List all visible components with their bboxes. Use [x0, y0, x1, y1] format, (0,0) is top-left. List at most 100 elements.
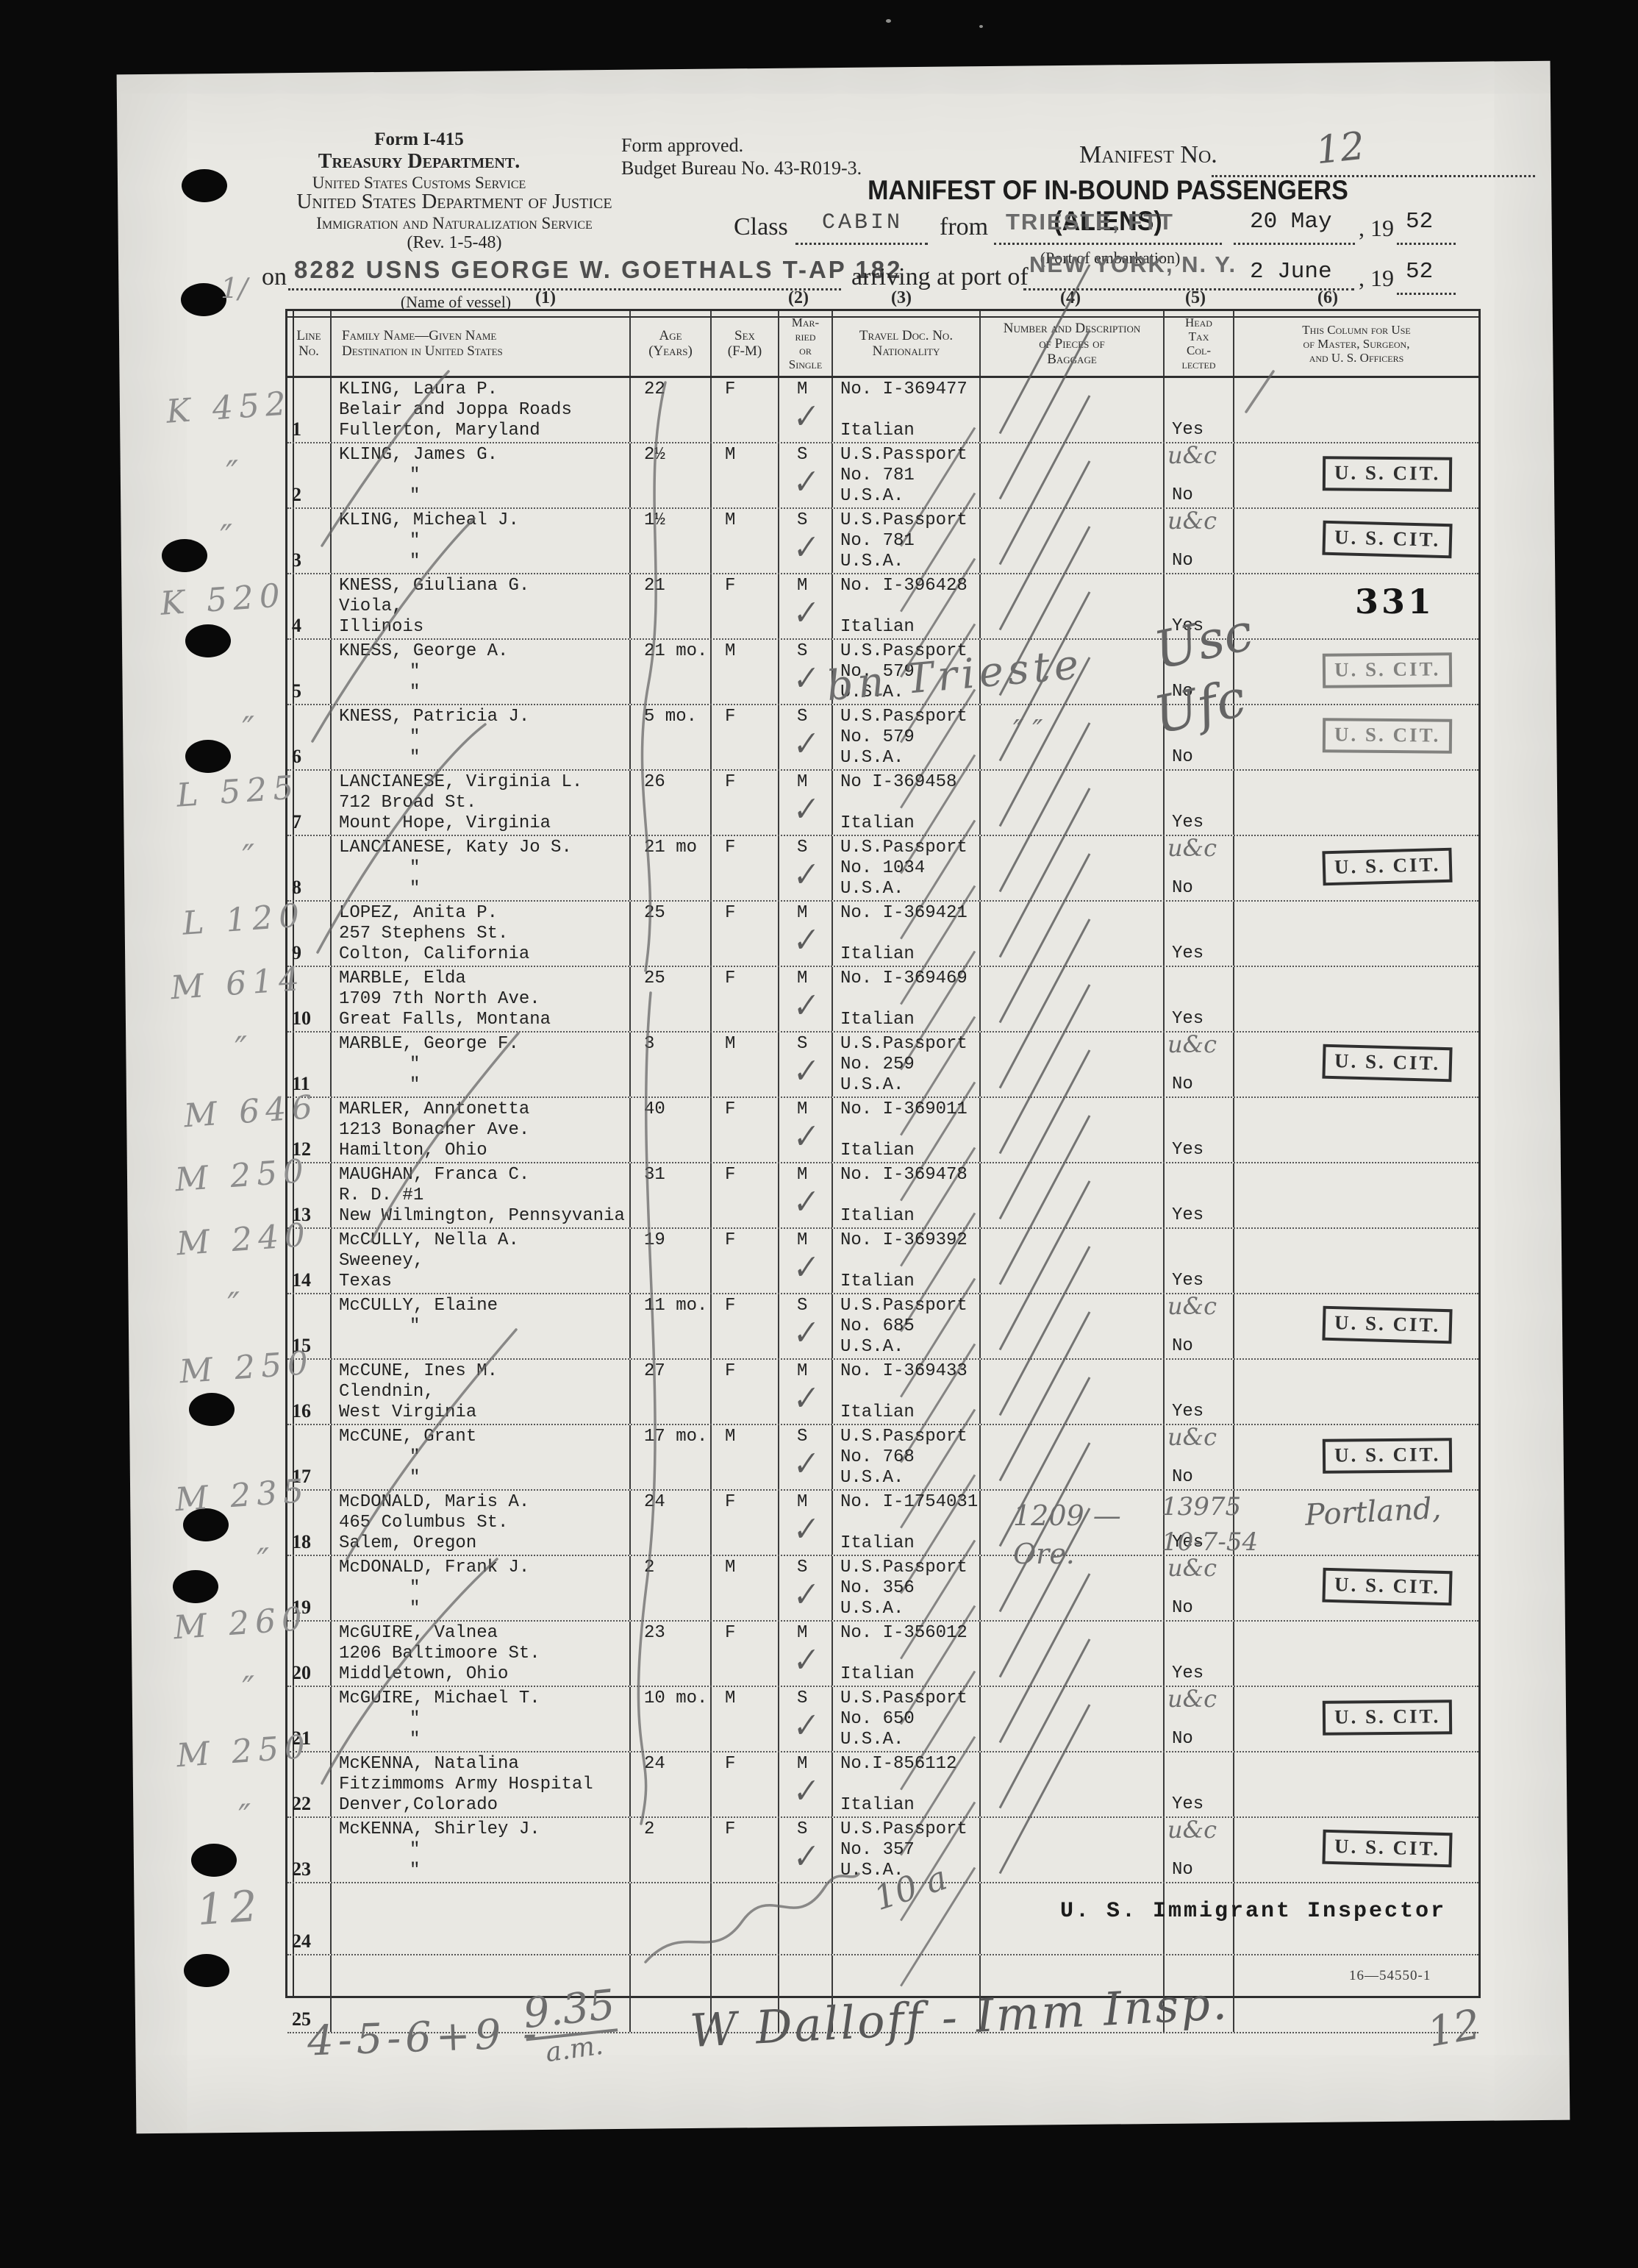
- passenger-name: KLING, Micheal J.: [339, 510, 519, 530]
- baggage-cell: 1209 — Ore.: [981, 1491, 1165, 1570]
- age-cell: 24: [631, 1491, 712, 1555]
- passenger-name-cell: MAUGHAN, Franca C. R. D. #1 New Wilmingt…: [332, 1163, 631, 1227]
- destination-line-2: Salem, Oregon: [339, 1533, 477, 1553]
- passenger-name: KLING, Laura P.: [339, 379, 498, 399]
- passenger-name: McKENNA, Natalina: [339, 1754, 519, 1774]
- sex-cell: [712, 1955, 779, 2032]
- destination-line-1: ″: [410, 1447, 421, 1467]
- travel-doc-cell: U.S.Passport No. 781 U.S.A.: [833, 509, 981, 573]
- travel-doc-cell: U.S.Passport No. 356 U.S.A.: [833, 1556, 981, 1620]
- destination-line-1: ″: [410, 1709, 421, 1729]
- destination-line-2: Hamilton, Ohio: [339, 1141, 487, 1160]
- married-single-cell: M ✓: [779, 967, 833, 1031]
- head-tax-cell: Yes: [1165, 902, 1234, 966]
- head-tax-cell: [1165, 1955, 1234, 2032]
- baggage-cell: [981, 443, 1165, 507]
- passenger-name-cell: McCULLY, Elaine ″: [332, 1294, 631, 1358]
- age-cell: 40: [631, 1098, 712, 1162]
- line-number-cell: 21: [287, 1687, 332, 1751]
- travel-doc-cell: U.S.Passport No. 357 U.S.A.: [833, 1818, 981, 1882]
- head-tax-value: Yes: [1172, 944, 1204, 963]
- officer-cell: [1234, 902, 1478, 966]
- officer-cell: U. S. CIT.: [1234, 509, 1478, 573]
- destination-line-1: 1213 Bonacher Ave.: [339, 1120, 530, 1140]
- table-row: 19 McDONALD, Frank J. ″ ″ 2 M S ✓ U.S.Pas…: [287, 1556, 1478, 1622]
- passenger-name-cell: KNESS, Patricia J. ″ ″: [332, 705, 631, 769]
- travel-doc-cell: No.I-856112 Italian: [833, 1752, 981, 1816]
- col-number-5: (5): [1185, 288, 1206, 307]
- travel-doc-cell: No. I-369421 Italian: [833, 902, 981, 966]
- married-single-cell: M ✓: [779, 574, 833, 638]
- head-tax-value: No: [1172, 551, 1193, 571]
- head-tax-cell: Yes: [1165, 1752, 1234, 1816]
- form-number: Form I-415: [374, 129, 464, 149]
- head-tax-hand-note: u&c: [1167, 834, 1217, 862]
- baggage-hand-note: ″ ″: [1013, 714, 1043, 746]
- officer-cell: U. S. CIT.: [1234, 1818, 1478, 1882]
- us-cit-stamp: U. S. CIT.: [1322, 847, 1453, 886]
- passenger-name: MARBLE, Elda: [339, 969, 466, 988]
- passenger-name-cell: [332, 1955, 631, 2032]
- age-cell: 21 mo: [631, 836, 712, 900]
- table-row: 23 McKENNA, Shirley J. ″ ″ 2 F S ✓ U.S.Pa…: [287, 1818, 1478, 1883]
- destination-line-2: [339, 1926, 629, 1947]
- manifest-table: Line No. Family Name—Given Name Destinatio…: [285, 309, 1481, 2033]
- head-tax-hand-note: u&c: [1167, 1423, 1217, 1451]
- head-tax-cell: u&c No: [1165, 1818, 1234, 1882]
- officer-cell: [1234, 1163, 1478, 1227]
- sex-cell: M: [712, 640, 779, 704]
- punch-hole: [181, 283, 226, 316]
- married-single-cell: M ✓: [779, 1360, 833, 1424]
- married-single-cell: S ✓: [779, 1425, 833, 1489]
- head-tax-hand-note: u&c: [1167, 1554, 1217, 1582]
- destination-line-2: ″: [410, 1075, 421, 1095]
- age-cell: 31: [631, 1163, 712, 1227]
- destination-line-2: Fullerton, Maryland: [339, 421, 540, 441]
- passenger-name-cell: McKENNA, Natalina Fitzimmoms Army Hospit…: [332, 1752, 631, 1816]
- age-cell: 24: [631, 1752, 712, 1816]
- destination-line-2: Colton, California: [339, 944, 530, 964]
- margin-soundex-code: K 452: [165, 385, 293, 431]
- header-sex: Sex (F-M): [712, 311, 779, 376]
- pencil-check-icon: ✓: [788, 530, 820, 570]
- officer-cell: 331: [1234, 574, 1478, 638]
- head-tax-value: No: [1172, 747, 1193, 767]
- head-tax-value: No: [1172, 682, 1193, 702]
- table-row: 17 McCUNE, Grant ″ ″ 17 mo. M S ✓ U.S.Pas…: [287, 1425, 1478, 1491]
- age-cell: 25: [631, 902, 712, 966]
- sex-cell: [712, 1883, 779, 1954]
- table-row: 5 KNESS, George A. ″ ″ 21 mo. M S ✓ U.S.P…: [287, 602, 1478, 710]
- head-tax-value: Yes: [1172, 420, 1204, 440]
- destination-line-1: ″: [410, 858, 421, 878]
- head-tax-value: Yes: [1172, 1402, 1204, 1422]
- line-number-cell: 12: [287, 1098, 332, 1162]
- head-tax-value: No: [1172, 1074, 1193, 1094]
- head-tax-value: No: [1172, 878, 1193, 898]
- destination-line-1: 257 Stephens St.: [339, 924, 509, 944]
- passenger-name-cell: MARBLE, George F. ″ ″: [332, 1033, 631, 1096]
- us-cit-stamp: U. S. CIT.: [1322, 456, 1453, 492]
- travel-doc-cell: [833, 1955, 981, 2032]
- pencil-check-icon: ✓: [788, 1381, 820, 1421]
- passenger-name-cell: [332, 1883, 631, 1954]
- passenger-name: MARLER, Anntonetta: [339, 1099, 530, 1119]
- table-row: 16 McCUNE, Ines M. Clendnin, West Virgin…: [287, 1360, 1478, 1425]
- head-tax-cell: Yes: [1165, 378, 1234, 442]
- passenger-name: McGUIRE, Valnea: [339, 1623, 498, 1643]
- punch-hole: [162, 539, 207, 572]
- header-head-tax: Head Tax Col-lected: [1165, 311, 1234, 376]
- line-number-cell: 1: [287, 378, 332, 442]
- pencil-check-icon: ✓: [788, 1250, 820, 1290]
- age-cell: 22: [631, 378, 712, 442]
- sex-cell: F: [712, 1491, 779, 1555]
- baggage-cell: [981, 1033, 1165, 1096]
- line-number-cell: 14: [287, 1229, 332, 1293]
- baggage-cell: [981, 378, 1165, 442]
- travel-doc-cell: No. I-369477 Italian: [833, 378, 981, 442]
- passenger-name-cell: LANCIANESE, Virginia L. 712 Broad St. Mo…: [332, 771, 631, 835]
- destination-line-2: Texas: [339, 1272, 393, 1291]
- baggage-cell: [981, 1955, 1165, 2032]
- destination-line-1: Sweeney,: [339, 1251, 424, 1271]
- passenger-name-cell: MARBLE, Elda 1709 7th North Ave. Great F…: [332, 967, 631, 1031]
